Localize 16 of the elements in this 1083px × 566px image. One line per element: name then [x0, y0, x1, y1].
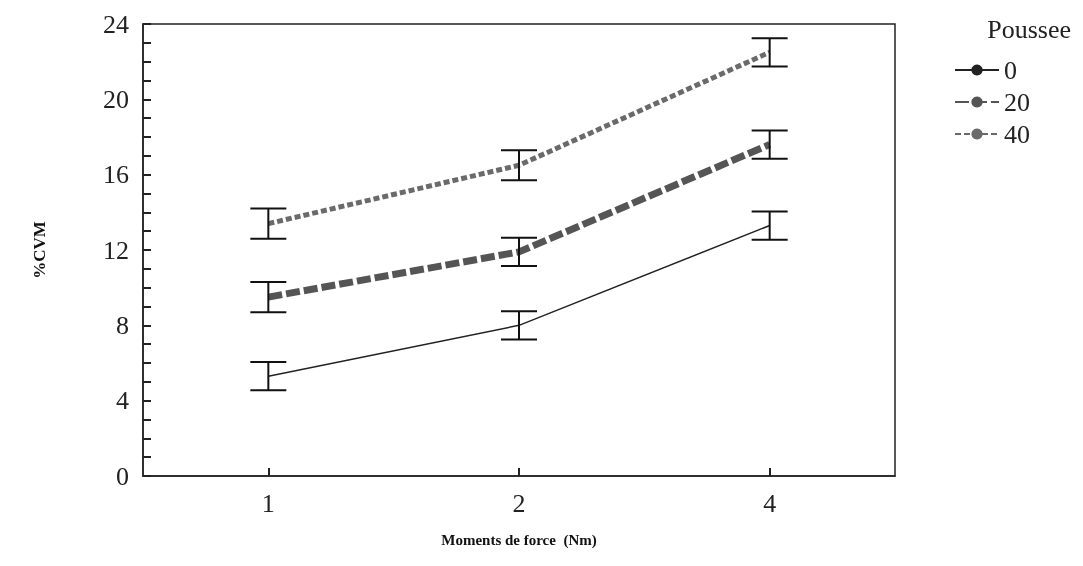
y-axis-title: %CVM [30, 221, 49, 279]
y-tick-label: 24 [103, 9, 129, 39]
x-tick-label: 1 [261, 488, 275, 518]
x-tick-label: 2 [512, 488, 526, 518]
legend-label: 40 [1004, 119, 1030, 149]
y-tick-label: 20 [103, 84, 129, 114]
y-tick-label: 0 [116, 461, 129, 491]
y-tick-label: 4 [116, 386, 129, 416]
y-tick-label: 12 [103, 235, 129, 265]
y-tick-label: 8 [116, 310, 129, 340]
legend-label: 20 [1004, 87, 1030, 117]
x-axis-title: Moments de force (Nm) [441, 531, 597, 549]
x-tick-label: 4 [763, 488, 777, 518]
legend-label: 0 [1004, 55, 1017, 85]
y-tick-label: 16 [103, 160, 129, 190]
legend-title: Poussee [987, 14, 1071, 44]
